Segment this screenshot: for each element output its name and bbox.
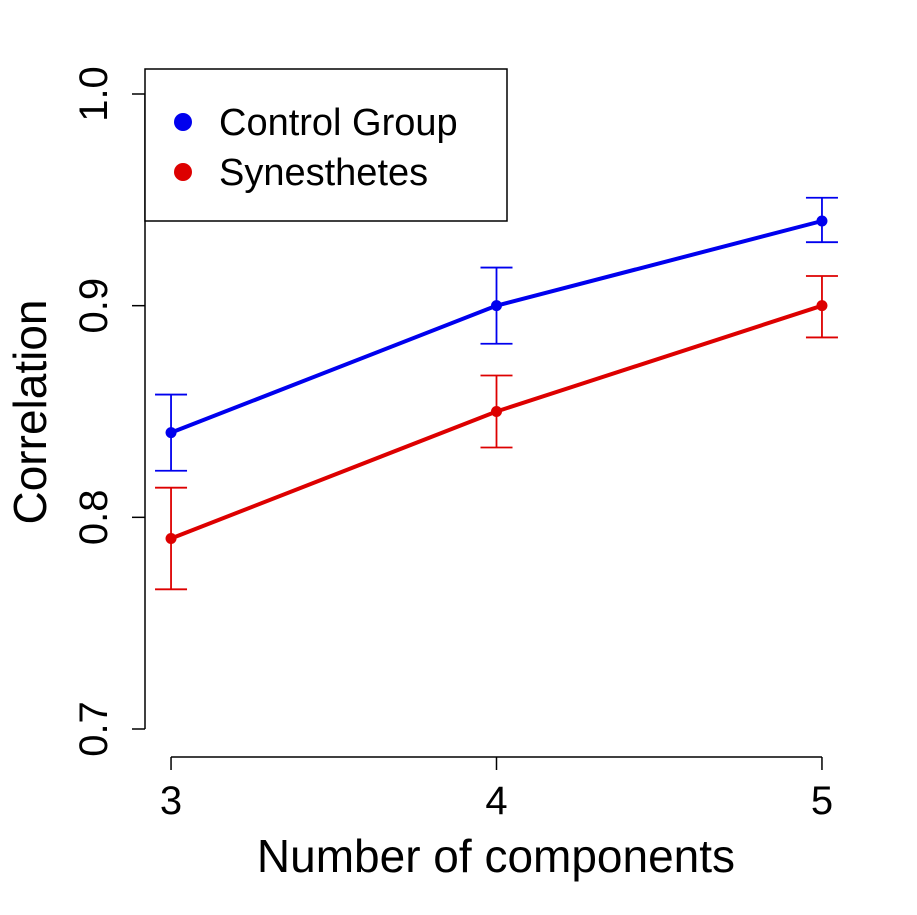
x-tick-label: 5	[811, 779, 833, 823]
legend-box	[144, 68, 508, 222]
y-tick-label: 0.7	[72, 701, 116, 757]
series-synesthetes	[155, 275, 838, 591]
y-tick-label: 1.0	[72, 66, 116, 122]
y-tick-label: 0.8	[72, 490, 116, 546]
x-tick-label: 4	[485, 779, 507, 823]
legend-marker	[174, 163, 192, 181]
legend-label: Synesthetes	[219, 152, 428, 194]
data-point	[816, 215, 828, 227]
data-point	[491, 406, 502, 417]
series-control-group	[155, 196, 838, 472]
legend: Control Group Synesthetes	[144, 68, 508, 222]
y-tick-label: 0.9	[72, 278, 116, 334]
data-point	[165, 533, 177, 544]
legend-marker	[174, 113, 192, 131]
data-point	[165, 427, 177, 439]
axes: 3 4 5 0.7 0.8 0.9 1.0	[72, 66, 833, 823]
series-layer	[155, 196, 838, 591]
y-axis-title: Correlation	[4, 300, 56, 525]
x-axis-title: Number of components	[257, 830, 735, 882]
data-point	[816, 300, 828, 312]
x-tick-label: 3	[160, 779, 182, 823]
legend-label: Control Group	[219, 102, 458, 144]
data-point	[491, 300, 502, 312]
